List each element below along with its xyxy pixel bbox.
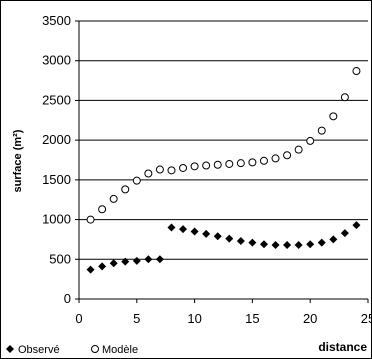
observe-point [132,256,141,265]
modele-point [213,160,222,169]
observe-point [155,255,164,264]
modele-point [144,169,153,178]
observe-point [86,265,95,274]
axes: 0 500 1000 1500 2000 2500 3000 3500 0 5 10 15 20 25 [42,13,371,326]
observe-point [98,262,107,271]
x-tick-label: 10 [187,311,201,326]
observe-point [271,240,280,249]
x-tick-label: 0 [75,311,82,326]
modele-point [132,176,141,185]
observe-point [259,240,268,249]
observe-point [213,232,222,241]
observe-point [179,225,188,234]
modele-point [329,112,338,121]
modele-point [202,161,211,170]
observe-point [225,234,234,243]
observe-point [317,238,326,247]
gridlines [79,20,368,260]
observe-point [202,229,211,238]
modele-point [167,166,176,175]
modele-point [294,145,303,154]
modele-point [271,154,280,163]
x-tick-label: 15 [245,311,259,326]
modele-point [98,205,107,214]
x-axis-label: distance [318,340,367,354]
observe-point [236,237,245,246]
modele-point [109,194,118,203]
observe-point [167,223,176,232]
observe-point [144,255,153,264]
x-tick-label: 25 [361,311,371,326]
observe-point [294,240,303,249]
x-tick-label: 5 [133,311,140,326]
legend-marker-observe [6,345,14,353]
legend-label-modele: Modèle [102,344,138,356]
modele-point [248,158,257,167]
y-tick-label: 3500 [42,13,71,28]
y-tick-label: 500 [49,251,71,266]
modele-point [317,126,326,135]
observe-point [352,221,361,230]
legend-label-observe: Observé [18,344,60,356]
legend: Observé Modèle [6,344,138,356]
modele-point [179,163,188,172]
observe-point [121,257,130,266]
data-points [86,67,361,274]
modele-point [86,215,95,224]
modele-point [352,67,361,76]
y-tick-label: 1500 [42,172,71,187]
observe-point [306,240,315,249]
modele-point [225,159,234,168]
modele-point [236,159,245,168]
observe-point [248,238,257,247]
y-tick-label: 0 [64,291,71,306]
modele-point [121,185,130,194]
modele-point [155,165,164,174]
observe-point [340,229,349,238]
modele-point [259,156,268,165]
modele-point [283,151,292,160]
observe-point [283,240,292,249]
observe-point [109,259,118,268]
y-tick-label: 3000 [42,53,71,68]
y-tick-label: 2500 [42,92,71,107]
y-tick-label: 2000 [42,132,71,147]
modele-point [340,93,349,102]
observe-point [329,235,338,244]
y-tick-label: 1000 [42,212,71,227]
modele-point [190,162,199,171]
observe-point [190,227,199,236]
legend-marker-modele [91,345,99,353]
x-tick-label: 20 [303,311,317,326]
modele-point [306,136,315,145]
y-axis-label: surface (m²) [12,129,24,192]
